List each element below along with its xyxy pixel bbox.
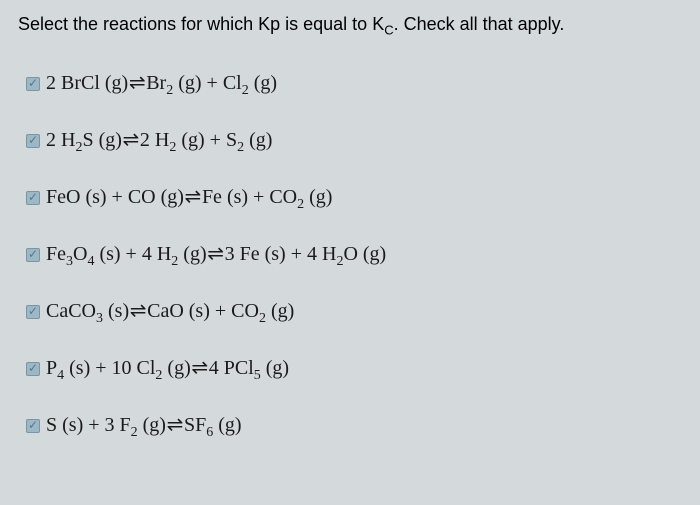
equilibrium-arrow-icon — [207, 241, 225, 266]
formula-text: S (g) — [82, 129, 121, 151]
formula-text: CaCO — [46, 300, 96, 322]
reaction-equation: CaCO3 (s) CaO (s) + CO2 (g) — [46, 298, 294, 327]
formula-text: 2 H — [46, 129, 75, 151]
formula-text: (g) + Cl — [173, 72, 242, 94]
subscript: 2 — [131, 425, 138, 440]
subscript: 3 — [66, 254, 73, 269]
formula-text: SF — [184, 414, 206, 436]
reaction-row: 2 BrCl (g)Br2 (g) + Cl2 (g) — [26, 70, 682, 99]
reaction-equation: Fe3O4 (s) + 4 H2 (g)3 Fe (s) + 4 H2O (g) — [46, 241, 386, 270]
equilibrium-arrow-icon — [166, 412, 184, 437]
formula-text: (g) — [244, 129, 272, 151]
reaction-equation: S (s) + 3 F2 (g)SF6 (g) — [46, 412, 242, 441]
equilibrium-arrow-icon — [184, 184, 202, 209]
formula-text: 2 BrCl (g) — [46, 72, 128, 94]
formula-text: (g) — [178, 243, 206, 265]
formula-text: Br — [146, 72, 166, 94]
formula-text: P — [46, 357, 57, 379]
formula-text: (s) — [103, 300, 129, 322]
formula-text: S (s) + 3 F — [46, 414, 131, 436]
formula-text: Fe (s) + CO — [202, 186, 297, 208]
formula-text: O (g) — [343, 243, 386, 265]
question-prompt: Select the reactions for which Kp is equ… — [18, 14, 682, 38]
equilibrium-arrow-icon — [128, 70, 146, 95]
formula-text: (g) — [138, 414, 166, 436]
reaction-row: S (s) + 3 F2 (g)SF6 (g) — [26, 412, 682, 441]
formula-text: 2 H — [140, 129, 169, 151]
subscript: 3 — [96, 311, 103, 326]
formula-text: 3 Fe (s) + 4 H — [225, 243, 337, 265]
reaction-equation: 2 BrCl (g)Br2 (g) + Cl2 (g) — [46, 70, 277, 99]
reactions-list: 2 BrCl (g)Br2 (g) + Cl2 (g)2 H2S (g)2 H2… — [18, 70, 682, 441]
subscript: 2 — [242, 83, 249, 98]
subscript: 5 — [254, 368, 261, 383]
question-suffix: . Check all that apply. — [394, 14, 565, 34]
reaction-checkbox[interactable] — [26, 77, 40, 91]
reaction-checkbox[interactable] — [26, 419, 40, 433]
reaction-row: Fe3O4 (s) + 4 H2 (g)3 Fe (s) + 4 H2O (g) — [26, 241, 682, 270]
question-subscript: C — [384, 23, 393, 38]
formula-text: (g) — [261, 357, 289, 379]
formula-text: (s) + 4 H — [94, 243, 171, 265]
equilibrium-arrow-icon — [129, 298, 147, 323]
question-prefix: Select the reactions for which Kp is equ… — [18, 14, 384, 34]
reaction-checkbox[interactable] — [26, 191, 40, 205]
formula-text: 4 PCl — [209, 357, 254, 379]
reaction-equation: FeO (s) + CO (g)Fe (s) + CO2 (g) — [46, 184, 332, 213]
reaction-row: P4 (s) + 10 Cl2 (g)4 PCl5 (g) — [26, 355, 682, 384]
reaction-checkbox[interactable] — [26, 248, 40, 262]
reaction-equation: P4 (s) + 10 Cl2 (g)4 PCl5 (g) — [46, 355, 289, 384]
reaction-row: FeO (s) + CO (g)Fe (s) + CO2 (g) — [26, 184, 682, 213]
reaction-equation: 2 H2S (g)2 H2 (g) + S2 (g) — [46, 127, 272, 156]
formula-text: (g) — [266, 300, 294, 322]
formula-text: (g) — [249, 72, 277, 94]
subscript: 2 — [259, 311, 266, 326]
reaction-checkbox[interactable] — [26, 305, 40, 319]
formula-text: Fe — [46, 243, 66, 265]
formula-text: CaO (s) + CO — [147, 300, 259, 322]
formula-text: (g) — [304, 186, 332, 208]
reaction-checkbox[interactable] — [26, 134, 40, 148]
formula-text: (s) + 10 Cl — [64, 357, 155, 379]
reaction-row: 2 H2S (g)2 H2 (g) + S2 (g) — [26, 127, 682, 156]
formula-text: FeO (s) + CO (g) — [46, 186, 184, 208]
formula-text: O — [73, 243, 87, 265]
formula-text: (g) + S — [176, 129, 237, 151]
equilibrium-arrow-icon — [122, 127, 140, 152]
equilibrium-arrow-icon — [191, 355, 209, 380]
formula-text: (g) — [162, 357, 190, 379]
reaction-row: CaCO3 (s) CaO (s) + CO2 (g) — [26, 298, 682, 327]
formula-text: (g) — [213, 414, 241, 436]
reaction-checkbox[interactable] — [26, 362, 40, 376]
